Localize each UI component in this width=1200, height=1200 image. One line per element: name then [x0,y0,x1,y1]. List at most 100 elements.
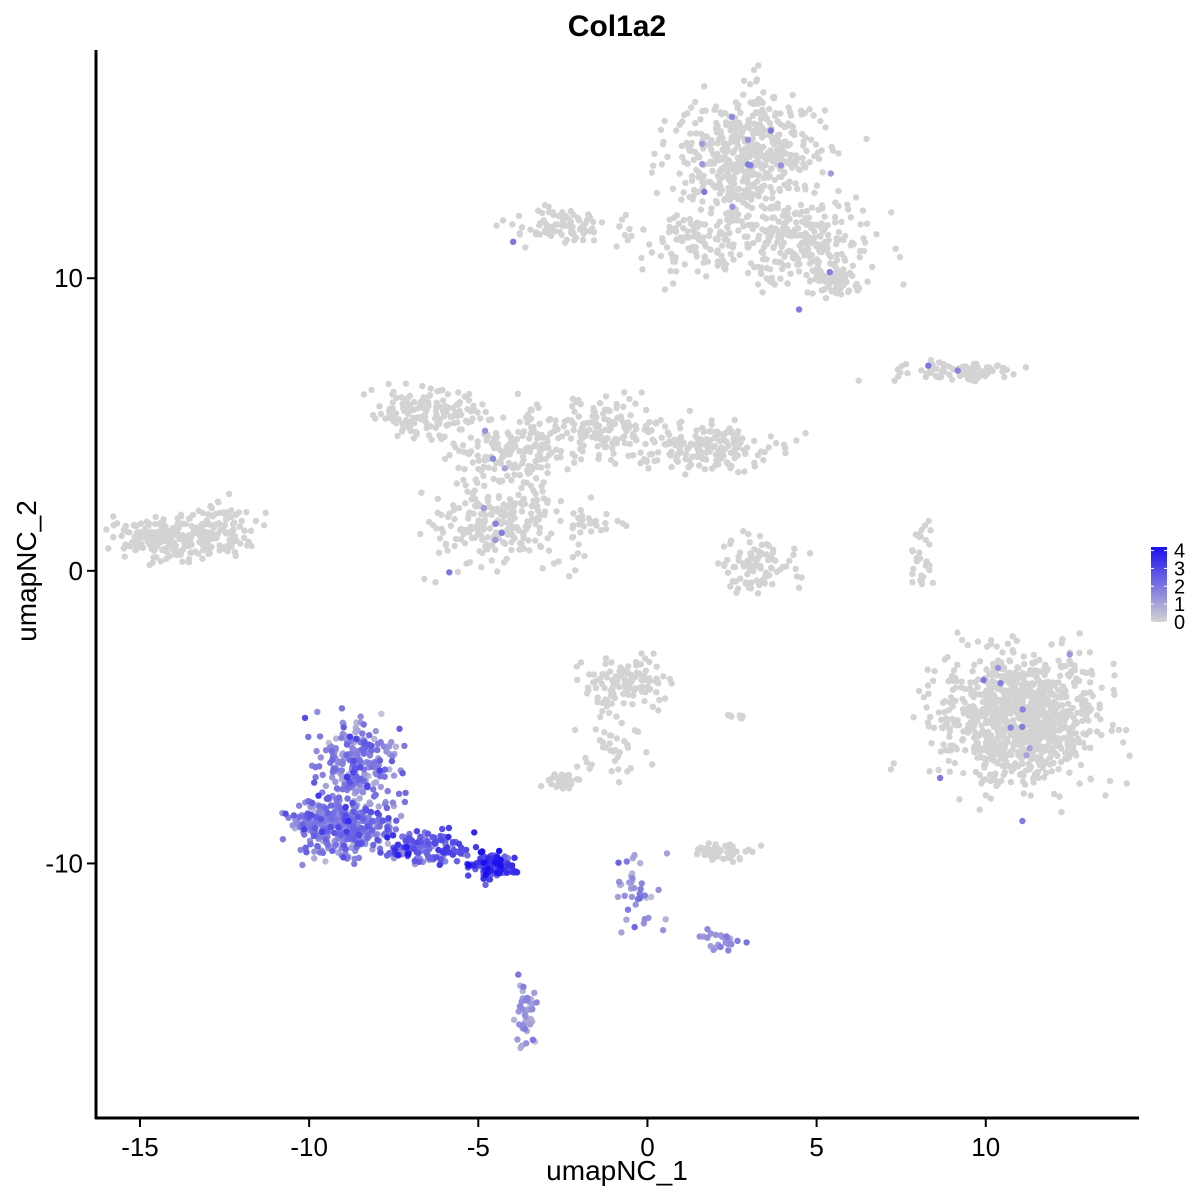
cell-point [685,245,692,252]
cell-point [211,511,218,518]
cell-point [789,91,796,99]
cell-point [1059,709,1066,716]
cell-point [946,728,953,735]
cell-point [638,880,645,887]
cell-point [621,737,628,745]
cell-point [697,116,704,123]
cell-point [397,812,405,820]
cell-point [718,154,726,161]
cell-point [560,423,568,430]
cell-point [630,692,637,699]
cell-point [177,551,184,558]
cell-point [485,493,492,500]
cell-point [720,257,727,264]
cell-point [626,225,633,233]
cell-point [795,268,803,275]
cell-point [724,711,732,719]
cell-point [618,216,626,223]
cell-point [737,439,744,446]
cell-point [742,579,750,586]
cell-point [695,169,702,176]
cell-point [740,446,748,454]
cell-point [751,437,758,445]
cell-point [344,783,352,791]
cell-point [571,726,579,734]
cell-point [1087,775,1094,782]
cell-point [755,129,762,136]
cell-point [384,414,391,422]
cell-point [935,766,942,774]
cell-point [357,713,364,720]
cell-point [544,462,551,470]
cell-point [714,262,721,269]
cell-point [504,531,511,538]
cell-point [974,683,981,691]
cell-point [1058,640,1065,647]
cell-point [745,243,752,250]
cell-point [768,274,776,282]
cell-point [492,429,500,437]
cell-point [922,536,930,544]
cell-point [569,230,576,238]
cell-point [577,659,585,666]
cell-point [411,857,418,865]
cell-point [780,441,788,448]
cell-point [313,747,320,755]
cell-point [663,244,671,251]
cell-point [315,792,322,799]
cell-point [940,741,947,748]
cell-point [577,432,584,440]
cell-point [719,242,726,249]
cell-point [836,284,843,291]
cell-point [208,535,216,542]
cell-point [818,287,826,294]
cell-point [569,554,577,561]
cell-point [557,498,565,505]
y-tick-label: -10 [45,848,83,878]
cell-point [137,528,145,536]
cell-point [354,752,361,759]
cell-point [804,248,811,255]
cell-point [714,236,721,243]
cell-point [771,281,778,288]
cell-point [817,117,824,125]
cell-point [888,209,895,216]
cell-point [792,152,800,159]
cell-point [356,795,363,802]
cell-point [925,362,932,369]
cell-point [615,766,622,773]
cell-point [788,164,796,171]
cell-point [794,185,801,192]
cell-point [795,306,803,313]
cell-point [1057,662,1064,670]
cell-point [661,117,668,125]
cell-point [476,548,483,555]
cell-point [774,239,781,246]
cell-point [982,698,990,705]
cell-point [537,543,545,551]
cell-point [697,436,705,443]
cell-point [439,825,446,833]
cell-point [710,151,717,158]
cell-point [1065,700,1072,707]
cell-point [126,529,133,536]
cell-point [1068,670,1075,677]
cell-point [122,523,129,530]
cell-point [1000,695,1007,702]
cell-point [585,211,592,218]
cell-point [1088,667,1095,675]
cell-point [668,680,675,687]
cell-point [492,520,499,527]
cell-point [930,724,938,731]
cell-point [526,435,533,442]
cell-point [189,511,197,519]
cell-point [472,476,479,483]
cell-point [383,804,391,812]
cell-point [463,846,470,854]
cell-point [720,231,727,238]
cell-point [819,169,826,176]
cell-point [784,280,791,287]
cell-point [704,934,711,941]
cell-point [356,758,363,765]
cell-point [771,176,778,184]
